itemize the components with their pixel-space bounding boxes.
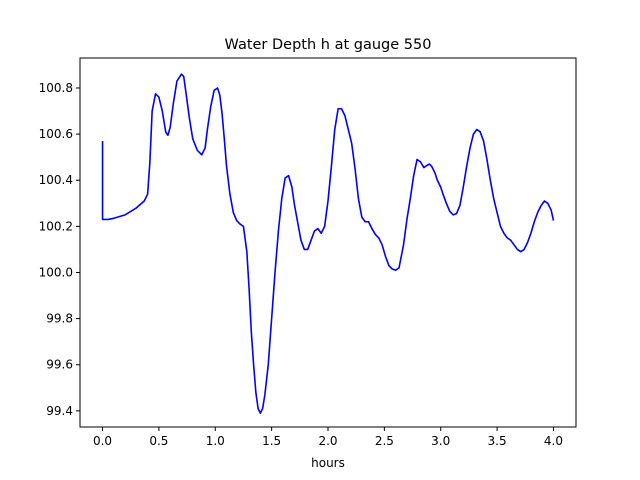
y-tick-label: 100.0: [39, 265, 73, 279]
x-tick-label: 2.0: [318, 434, 337, 448]
y-tick-label: 99.6: [46, 358, 73, 372]
x-tick-label: 1.5: [262, 434, 281, 448]
x-tick-label: 2.5: [375, 434, 394, 448]
y-tick-label: 100.4: [39, 173, 73, 187]
x-tick-label: 3.0: [431, 434, 450, 448]
chart-title: Water Depth h at gauge 550: [225, 37, 432, 53]
y-axis-ticks: 99.4 99.6 99.8 100.0 100.2 100.4 100.6 100.8: [39, 81, 80, 418]
y-tick-label: 100.2: [39, 219, 73, 233]
x-tick-label: 4.0: [544, 434, 563, 448]
x-axis-ticks: 0.0 0.5 1.0 1.5 2.0 2.5 3.0 3.5 4.0: [93, 427, 563, 448]
y-tick-label: 100.8: [39, 81, 73, 95]
y-tick-label: 100.6: [39, 127, 73, 141]
x-tick-label: 0.0: [93, 434, 112, 448]
y-tick-label: 99.4: [46, 404, 73, 418]
series-line: [101, 73, 555, 414]
x-tick-label: 3.5: [488, 434, 507, 448]
y-tick-label: 99.8: [46, 312, 73, 326]
x-tick-label: 0.5: [149, 434, 168, 448]
x-tick-label: 1.0: [206, 434, 225, 448]
plot-area: [79, 57, 577, 428]
x-axis-label: hours: [311, 456, 345, 470]
plot-background: [80, 58, 576, 427]
